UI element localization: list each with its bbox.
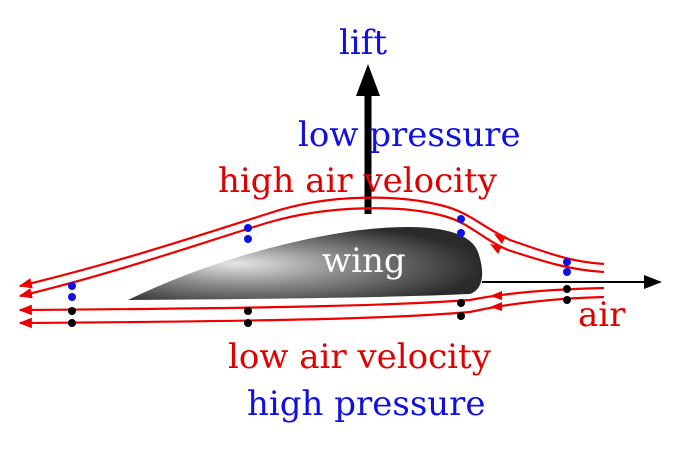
upper-streamline-dots [68,215,571,301]
low-pressure-label: low pressure [298,115,521,155]
dot-upper [563,268,571,276]
wing-shape [128,226,483,300]
lower-streamline-dots [68,285,571,327]
dot-lower [563,285,571,293]
dot-lower [244,319,252,327]
low-air-velocity-label: low air velocity [228,337,491,377]
dot-lower [68,307,76,315]
dot-lower [68,319,76,327]
streamline-upper-1 [18,196,605,289]
streamline-lower-1-midarrow [490,291,502,300]
dot-upper [457,229,465,237]
lift-label: lift [339,23,387,63]
high-air-velocity-label: high air velocity [218,161,497,201]
dot-upper [244,235,252,243]
streamline-lower-2-midarrow [490,302,502,311]
streamline-upper-2-midarrow [490,244,502,254]
high-pressure-label: high pressure [247,384,486,424]
dot-upper [457,215,465,223]
air-label: air [578,295,626,335]
dot-lower [457,299,465,307]
wing-label: wing [322,241,406,281]
streamline-lower-1 [18,286,605,316]
lift-arrowhead [356,64,380,96]
dot-lower [563,296,571,304]
air-direction-arrowhead [644,275,662,289]
dot-upper [68,282,76,290]
streamline-upper-1-midarrow [494,234,506,244]
streamline-lower-2 [18,295,605,329]
dot-lower [457,312,465,320]
streamline-upper-2 [18,207,605,299]
dot-upper [244,224,252,232]
dot-upper [563,258,571,266]
dot-lower [244,307,252,315]
dot-upper [68,293,76,301]
